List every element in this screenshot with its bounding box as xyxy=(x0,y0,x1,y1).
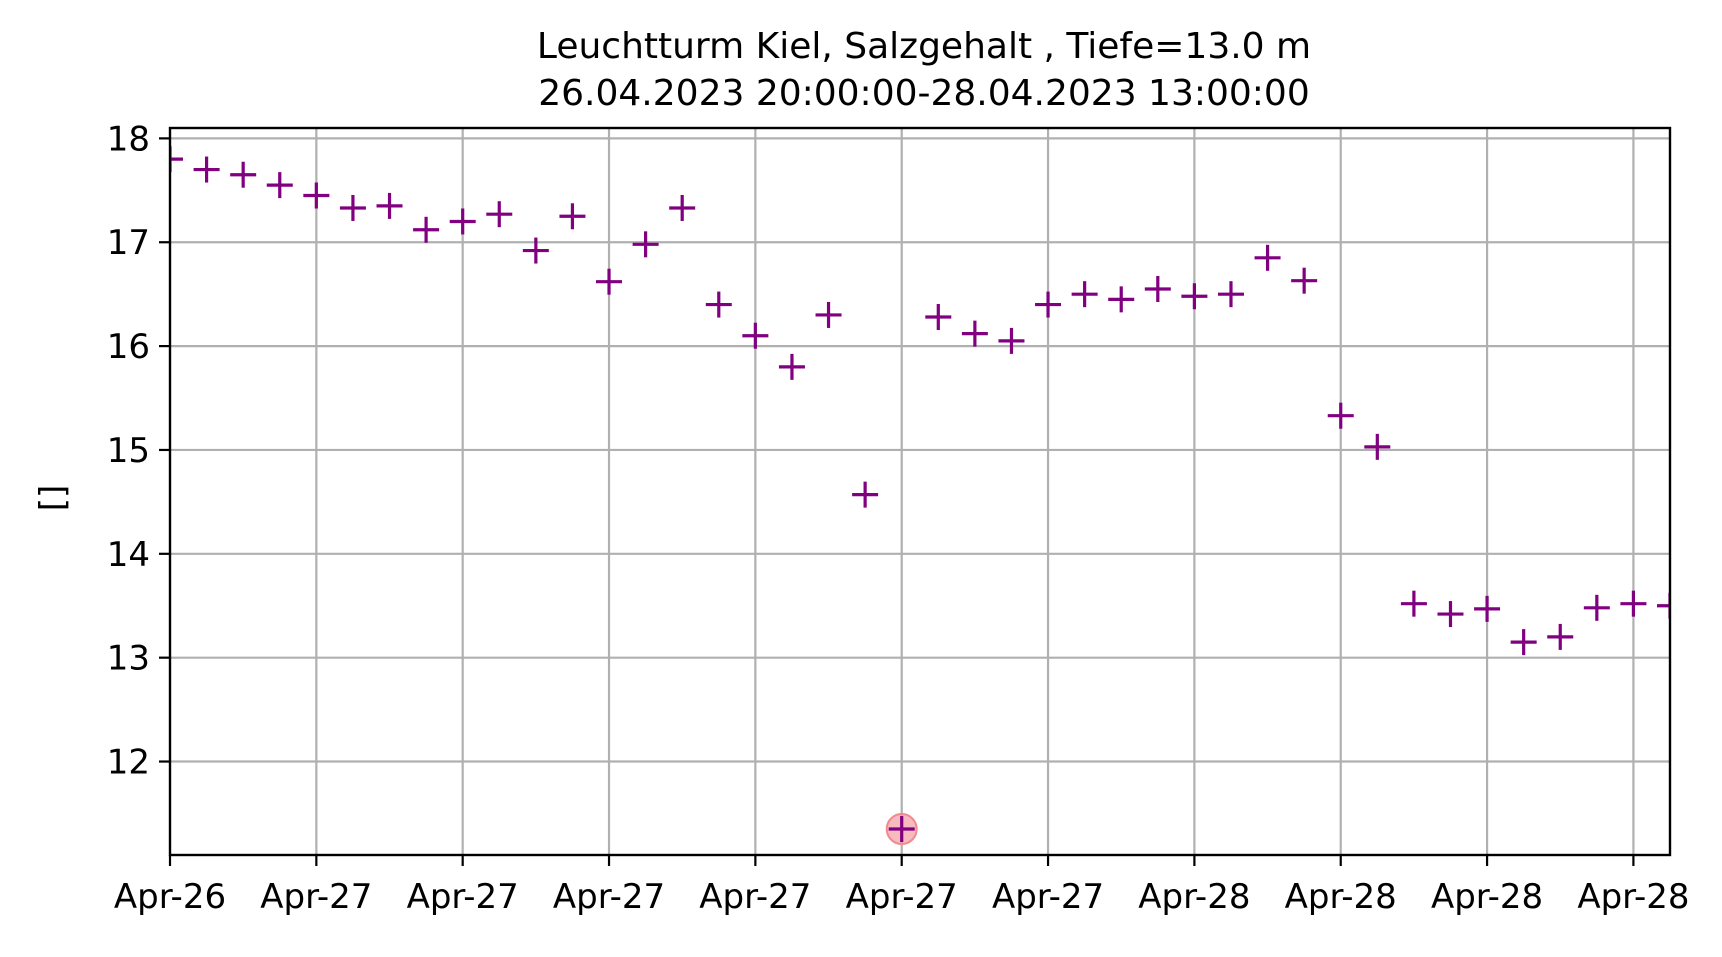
data-point xyxy=(596,268,623,295)
y-tick-label: 17 xyxy=(107,223,150,263)
data-point xyxy=(1583,594,1610,621)
data-point xyxy=(1144,275,1171,302)
data-point xyxy=(1400,590,1427,617)
data-point xyxy=(1035,291,1062,318)
data-point xyxy=(376,192,403,219)
x-tick-label: Apr-28 xyxy=(1431,877,1543,917)
x-tick-label: Apr-27 xyxy=(846,877,958,917)
x-tick-label: Apr-27 xyxy=(992,877,1104,917)
chart-subtitle: 26.04.2023 20:00:00-28.04.2023 13:00:00 xyxy=(538,73,1310,114)
data-point xyxy=(1620,590,1647,617)
data-point xyxy=(1108,286,1135,313)
y-tick-label: 18 xyxy=(107,119,150,159)
grid-lines xyxy=(170,128,1670,855)
data-point xyxy=(266,172,293,199)
data-point xyxy=(193,156,220,183)
data-point xyxy=(1254,244,1281,271)
data-point xyxy=(742,322,769,349)
x-tick-label: Apr-26 xyxy=(114,877,226,917)
data-point xyxy=(486,201,513,228)
data-point xyxy=(852,481,879,508)
data-point xyxy=(1474,595,1501,622)
data-point xyxy=(170,146,183,173)
data-point xyxy=(449,208,476,235)
y-tick-label: 13 xyxy=(107,639,150,679)
data-point xyxy=(230,161,257,188)
x-tick-label: Apr-27 xyxy=(260,877,372,917)
y-tick-label: 14 xyxy=(107,535,150,575)
x-tick-label: Apr-27 xyxy=(699,877,811,917)
data-point xyxy=(303,182,330,209)
data-point xyxy=(1291,267,1318,294)
y-tick-label: 12 xyxy=(107,743,150,783)
chart-title: Leuchtturm Kiel, Salzgehalt , Tiefe=13.0… xyxy=(537,26,1311,67)
data-point xyxy=(413,216,440,243)
data-point xyxy=(1547,623,1574,650)
x-tick-label: Apr-27 xyxy=(407,877,519,917)
data-point xyxy=(925,304,952,331)
data-markers xyxy=(170,146,1670,846)
x-tick-label: Apr-28 xyxy=(1577,877,1689,917)
data-point xyxy=(1657,592,1670,619)
data-point xyxy=(1217,281,1244,308)
x-tick-label: Apr-27 xyxy=(553,877,665,917)
y-tick-label: 16 xyxy=(107,327,150,367)
data-point xyxy=(1181,283,1208,310)
data-point xyxy=(1071,281,1098,308)
data-point xyxy=(522,237,549,264)
data-point xyxy=(1437,601,1464,628)
data-point xyxy=(998,327,1025,354)
plot-frame xyxy=(168,126,1672,857)
y-tick-label: 15 xyxy=(107,431,150,471)
y-axis-label: [] xyxy=(33,485,73,512)
axis-ticks: Apr-26 Apr-27 Apr-27 Apr-27 Apr-27 Apr-27 Apr-… xyxy=(107,119,1690,917)
data-point xyxy=(778,353,805,380)
data-point xyxy=(1510,629,1537,656)
data-point xyxy=(339,194,366,221)
data-point xyxy=(961,320,988,347)
data-point xyxy=(1327,402,1354,429)
data-point xyxy=(669,194,696,221)
data-point xyxy=(1364,433,1391,460)
data-point xyxy=(632,231,659,258)
data-point xyxy=(815,301,842,328)
data-point xyxy=(888,816,915,843)
x-tick-label: Apr-28 xyxy=(1138,877,1250,917)
x-tick-label: Apr-28 xyxy=(1285,877,1397,917)
data-point xyxy=(705,291,732,318)
data-point xyxy=(559,203,586,230)
